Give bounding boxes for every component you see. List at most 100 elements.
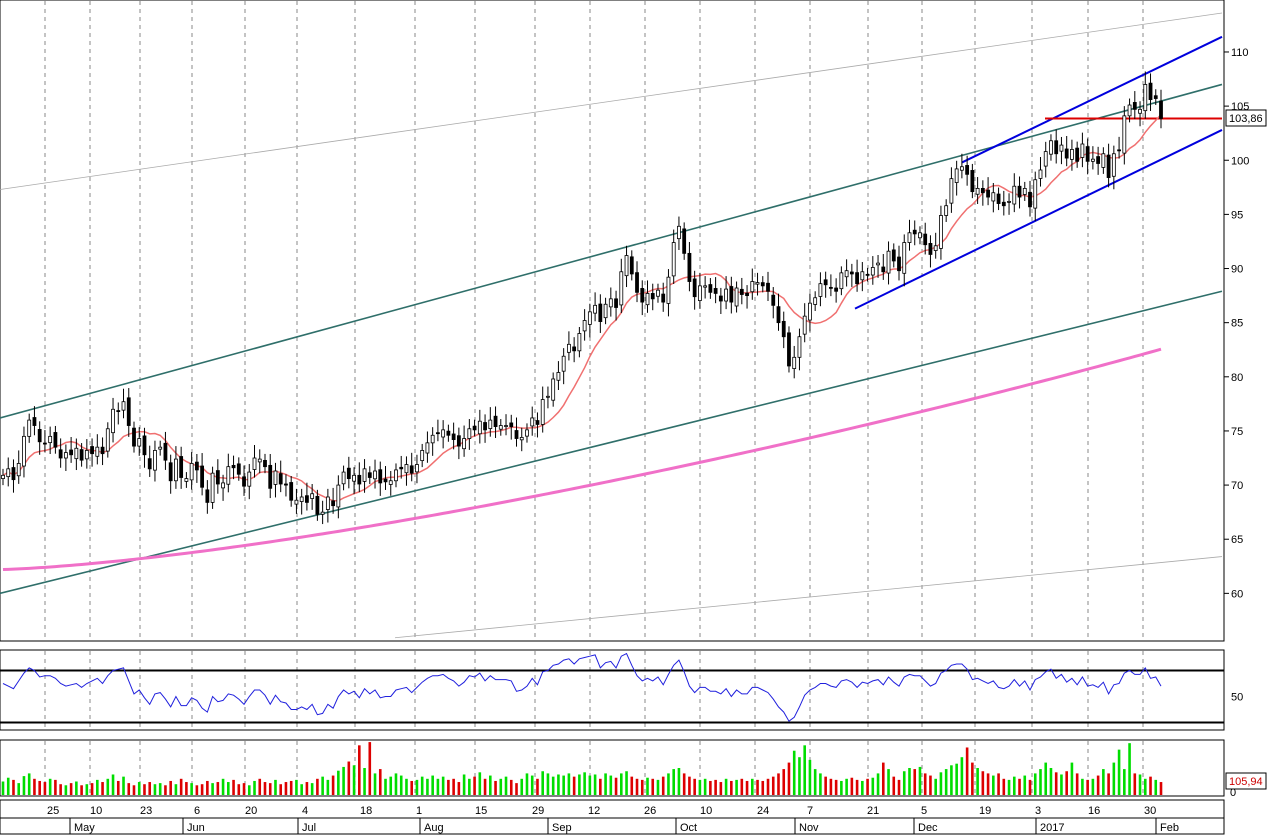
candle <box>278 460 283 493</box>
candle <box>1122 106 1127 165</box>
volume-bar <box>75 781 78 795</box>
candle <box>729 276 734 314</box>
volume-bar <box>415 779 419 795</box>
candle <box>839 266 844 296</box>
candle-body <box>849 271 854 275</box>
volume-bar <box>48 778 52 795</box>
volume-bar <box>944 769 948 795</box>
candle <box>567 331 571 361</box>
candle-body <box>48 435 53 444</box>
candle-body <box>1106 154 1111 178</box>
x-day-label: 15 <box>475 805 487 817</box>
volume-bar <box>771 776 775 795</box>
volume-bar <box>509 779 513 795</box>
candle <box>760 276 765 293</box>
candle <box>949 167 954 213</box>
candle <box>95 434 100 465</box>
candle-body <box>221 482 225 489</box>
candle-body <box>886 250 891 274</box>
volume-bar <box>337 770 340 795</box>
candle <box>346 456 351 489</box>
candle <box>27 413 32 443</box>
volume-bar <box>494 780 497 795</box>
volume-bar <box>27 773 31 795</box>
volume-bar <box>305 782 309 795</box>
candle-body <box>1159 100 1163 119</box>
rsi-line <box>2 652 1162 722</box>
candle <box>1033 171 1038 222</box>
candle <box>671 229 676 285</box>
candle-body <box>519 437 524 441</box>
candle <box>1111 145 1116 190</box>
outer-channel-thin-upper <box>0 12 1223 190</box>
candle-body <box>147 458 152 470</box>
candle-body <box>1007 200 1011 203</box>
candle-body <box>582 320 587 332</box>
candle-body <box>310 493 315 499</box>
volume-bar <box>394 773 398 795</box>
volume-bar <box>777 773 780 795</box>
volume-bar <box>1154 779 1158 795</box>
volume-bar <box>971 762 974 795</box>
candle <box>325 488 330 523</box>
volume-bar <box>1143 778 1147 795</box>
candle <box>603 297 608 325</box>
volume-bar <box>599 778 602 795</box>
volume-bar <box>253 780 256 795</box>
candle <box>48 426 53 455</box>
candle <box>802 303 807 343</box>
last-volume-box <box>1225 772 1267 790</box>
volume-bar <box>247 785 251 795</box>
candle-body <box>650 293 655 300</box>
y-tick-label: 85 <box>1231 318 1243 330</box>
candle <box>289 475 294 507</box>
candle <box>121 388 126 419</box>
candle <box>504 414 508 436</box>
candle <box>844 259 849 287</box>
volume-bar <box>803 745 806 795</box>
candle-body <box>640 288 645 303</box>
candle-body <box>965 165 970 175</box>
volume-bar <box>730 780 733 795</box>
candle <box>179 446 184 489</box>
candle <box>1001 190 1006 216</box>
candle-body <box>975 188 980 195</box>
x-month-label: Nov <box>799 822 819 834</box>
volume-bar <box>813 769 817 795</box>
candle <box>1080 132 1085 168</box>
candle-body <box>436 432 440 435</box>
candle-body <box>624 255 629 277</box>
candle <box>661 282 666 312</box>
volume-bar <box>33 778 36 795</box>
volume-bar <box>588 775 592 795</box>
x-month-label: Jul <box>302 822 316 834</box>
candle-body <box>944 205 949 216</box>
candle-body <box>430 434 435 444</box>
candle <box>153 440 157 482</box>
inner-channel-upper <box>961 35 1223 164</box>
volume-bar <box>871 777 875 795</box>
volume-bar <box>651 778 655 795</box>
candle-body <box>745 292 749 296</box>
candle <box>535 412 540 438</box>
candle-body <box>760 282 765 287</box>
volume-bar <box>625 771 628 795</box>
candle <box>891 243 896 268</box>
volume-bar <box>258 778 262 795</box>
x-day-label: 18 <box>360 805 372 817</box>
x-day-label: 10 <box>90 805 102 817</box>
candle-body <box>268 464 273 489</box>
x-day-label: 25 <box>47 805 59 817</box>
candle-body <box>1085 146 1090 162</box>
candle-body <box>100 446 105 455</box>
candle <box>1022 181 1027 201</box>
volume-bar <box>929 775 932 795</box>
volume-bar <box>80 785 83 795</box>
volume-bar <box>195 785 199 795</box>
candle <box>315 489 320 521</box>
candle <box>399 455 404 479</box>
candle-body <box>488 419 493 429</box>
candle <box>394 463 398 488</box>
candle <box>174 446 178 489</box>
